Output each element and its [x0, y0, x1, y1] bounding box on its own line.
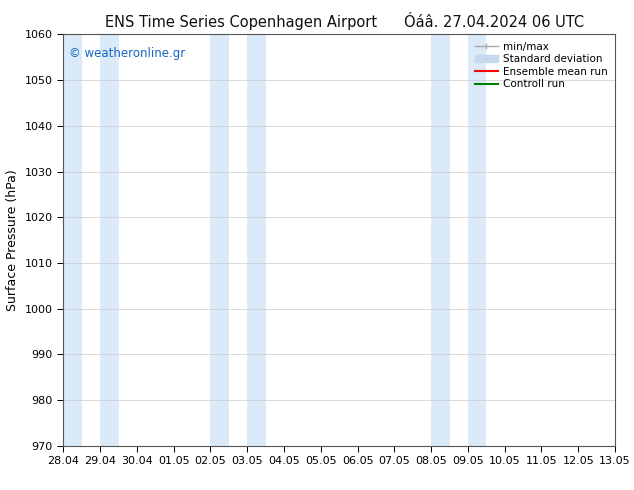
Bar	[210, 34, 229, 446]
Y-axis label: Surface Pressure (hPa): Surface Pressure (hPa)	[6, 169, 19, 311]
Bar	[247, 34, 266, 446]
Bar	[63, 34, 82, 446]
Legend: min/max, Standard deviation, Ensemble mean run, Controll run: min/max, Standard deviation, Ensemble me…	[473, 40, 610, 92]
Text: © weatheronline.gr: © weatheronline.gr	[69, 47, 185, 60]
Bar	[468, 34, 486, 446]
Bar	[100, 34, 119, 446]
Bar	[431, 34, 450, 446]
Text: Óáâ. 27.04.2024 06 UTC: Óáâ. 27.04.2024 06 UTC	[404, 15, 585, 30]
Text: ENS Time Series Copenhagen Airport: ENS Time Series Copenhagen Airport	[105, 15, 377, 30]
